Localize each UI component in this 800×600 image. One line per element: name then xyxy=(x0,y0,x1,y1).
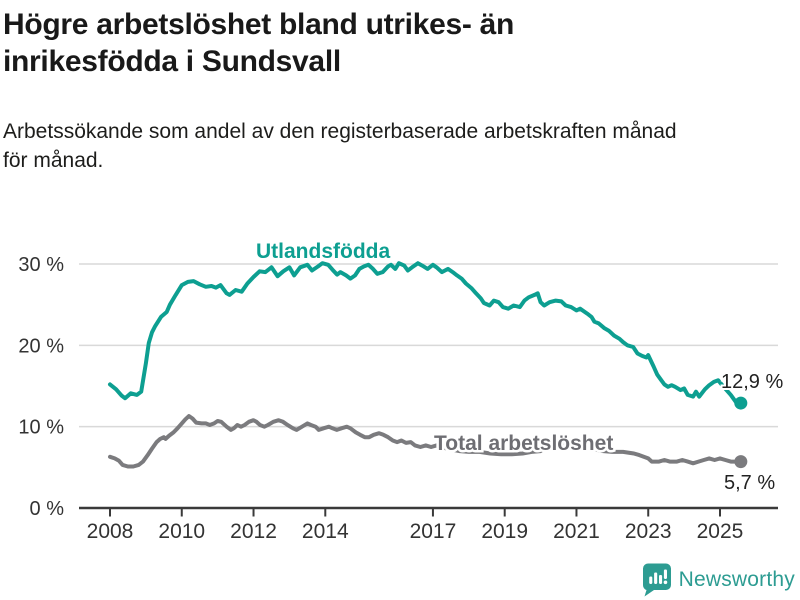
newsworthy-logo-icon xyxy=(642,563,672,597)
y-tick-label: 30 % xyxy=(18,254,64,276)
newsworthy-brand-text: Newsworthy xyxy=(678,568,795,591)
y-tick-label: 10 % xyxy=(18,417,64,439)
x-tick-label: 2010 xyxy=(158,520,205,543)
series-line-1 xyxy=(108,261,743,406)
series-end-dot-0 xyxy=(734,455,748,469)
x-tick-label: 2021 xyxy=(553,520,600,543)
series-label-1: Utlandsfödda xyxy=(256,240,390,263)
x-tick-label: 2012 xyxy=(230,520,277,543)
series-end-dot-1 xyxy=(734,396,748,410)
y-tick-label: 0 % xyxy=(30,498,65,520)
series-end-value-0: 5,7 % xyxy=(724,472,775,494)
x-tick-label: 2008 xyxy=(87,520,134,543)
y-tick-label: 20 % xyxy=(18,335,64,357)
series-line-0 xyxy=(108,414,743,469)
x-tick-label: 2025 xyxy=(697,520,744,543)
x-tick-label: 2017 xyxy=(410,520,457,543)
series-label-0: Total arbetslöshet xyxy=(434,432,613,455)
x-tick-label: 2014 xyxy=(302,520,349,543)
footer: Newsworthy xyxy=(0,562,795,598)
x-tick-label: 2019 xyxy=(481,520,528,543)
page-subtitle: Arbetssökande som andel av den registerb… xyxy=(3,120,677,172)
series-end-value-1: 12,9 % xyxy=(721,371,783,393)
page-title: Högre arbetslöshet bland utrikes- än inr… xyxy=(3,8,514,78)
x-tick-label: 2023 xyxy=(625,520,672,543)
